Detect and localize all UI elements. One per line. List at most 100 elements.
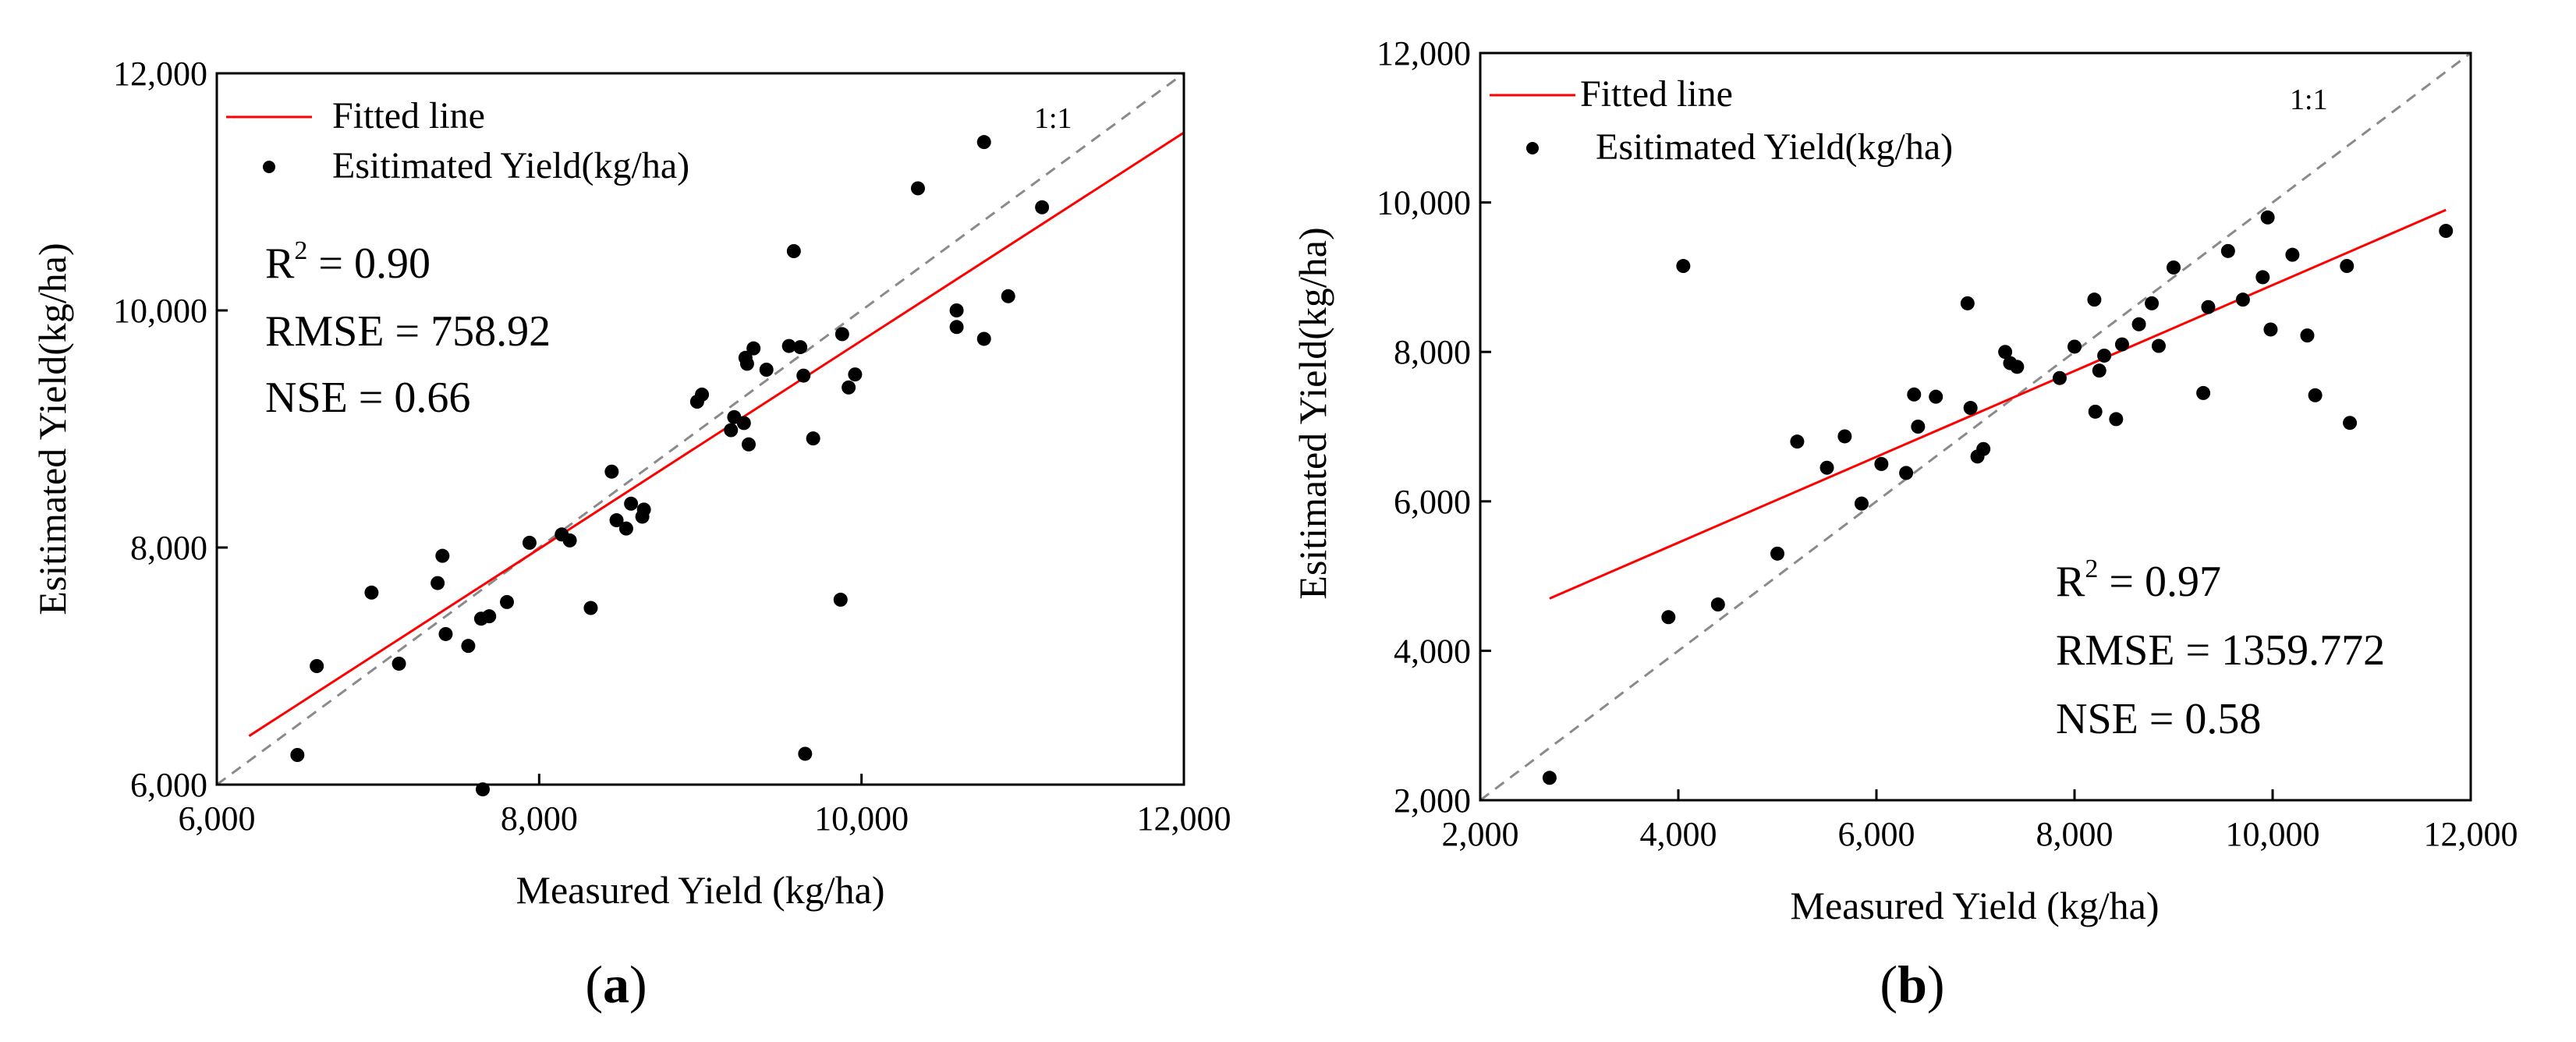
legend-point-swatch-b: [1526, 142, 1539, 154]
data-point: [842, 380, 856, 395]
data-point: [1899, 466, 1914, 480]
data-point: [609, 513, 624, 528]
y-tick-label: 6,000: [130, 766, 207, 804]
data-point: [636, 502, 651, 517]
data-point: [500, 594, 514, 609]
data-point: [2151, 338, 2166, 353]
x-tick-label: 2,000: [1442, 815, 1519, 853]
one-to-one-label-b: 1:1: [2290, 83, 2328, 116]
fitted-line-path: [1549, 208, 2447, 600]
r2-label-b: R: [2056, 558, 2085, 606]
axis-ticks-a: 6,000 8,000 10,000 12,000 6,000 8,000 10,000 12…: [113, 55, 1231, 838]
data-point: [522, 535, 537, 550]
data-point: [2308, 388, 2323, 402]
x-tick-label: 10,000: [2226, 815, 2320, 853]
legend-point-swatch-a: [263, 161, 275, 173]
data-point: [739, 356, 754, 371]
data-point: [1998, 345, 2013, 360]
data-point: [1710, 597, 1725, 612]
data-point: [1911, 420, 1926, 434]
panel-letter-a: a: [603, 955, 629, 1014]
data-point: [2114, 337, 2129, 352]
data-point: [2263, 322, 2278, 337]
fitted-line-path: [248, 131, 1185, 737]
scatter-points-b: [1542, 210, 2454, 785]
nse-stat-b: NSE = 0.58: [2056, 695, 2261, 743]
r2-value-a: = 0.90: [307, 239, 431, 288]
rmse-stat-a: RMSE = 758.92: [265, 307, 551, 356]
panel-letter-b: b: [1897, 955, 1927, 1014]
x-axis-label-a: Measured Yield (kg/ha): [516, 868, 885, 912]
data-point: [2300, 328, 2315, 343]
one-to-one-dash: [1479, 51, 2471, 802]
data-point: [848, 367, 863, 382]
x-tick-label: 12,000: [2424, 815, 2518, 853]
data-point: [759, 363, 774, 377]
x-tick-label: 10,000: [814, 799, 909, 838]
data-point: [834, 327, 849, 342]
y-tick-label: 12,000: [113, 55, 207, 93]
data-point: [1542, 771, 1557, 785]
data-point: [724, 423, 739, 438]
data-point: [604, 464, 619, 479]
data-point: [746, 341, 761, 356]
plot-frame-a: [215, 72, 1185, 786]
x-tick-label: 8,000: [501, 799, 578, 838]
r2-stat-a: R2 = 0.90: [265, 236, 431, 288]
data-point: [1035, 200, 1050, 214]
data-point: [2087, 292, 2102, 307]
legend-points-b: Esitimated Yield(kg/ha): [1596, 126, 1953, 168]
data-point: [976, 135, 991, 150]
data-point: [2343, 416, 2358, 431]
data-point: [1907, 387, 1922, 402]
data-point: [793, 340, 808, 355]
fitted-line-a: [248, 131, 1185, 737]
data-point: [2220, 243, 2235, 258]
data-point: [2196, 385, 2211, 400]
data-point: [2285, 247, 2300, 262]
panel-label-b: (b): [1880, 955, 1944, 1014]
one-to-one-line-a: [216, 72, 1185, 786]
y-axis-label-b: Esitimated Yield(kg/ha): [1291, 227, 1334, 599]
r2-value-b: = 0.97: [2098, 558, 2221, 606]
data-point: [911, 181, 925, 196]
y-tick-label: 2,000: [1394, 782, 1471, 820]
legend-points-a: Esitimated Yield(kg/ha): [332, 145, 689, 186]
one-to-one-line-b: [1479, 51, 2471, 802]
data-point: [833, 592, 848, 607]
r2-superscript-b: 2: [2085, 555, 2098, 583]
data-point: [1676, 259, 1691, 274]
axis-ticks-b: 2,000 4,000 6,000 8,000 10,000 12,000 2,000 4,0…: [1377, 34, 2518, 853]
r2-stat-b: R2 = 0.97: [2056, 555, 2221, 606]
data-point: [1976, 441, 1991, 456]
data-point: [2097, 348, 2112, 363]
nse-stat-a: NSE = 0.66: [265, 374, 470, 422]
panel-a: 6,000 8,000 10,000 12,000 6,000 8,000 10,000 12…: [30, 55, 1231, 1014]
data-point: [1960, 296, 1975, 310]
r2-label-a: R: [265, 239, 295, 288]
panel-label-a: (a): [585, 955, 647, 1014]
data-point: [2068, 339, 2082, 354]
data-point: [476, 782, 490, 797]
data-point: [781, 338, 796, 353]
rmse-stat-b: RMSE = 1359.772: [2056, 626, 2385, 675]
data-point: [2439, 224, 2454, 239]
data-point: [2052, 370, 2067, 385]
data-point: [364, 585, 379, 600]
plot-frame-b: [1479, 51, 2472, 802]
data-point: [2131, 317, 2146, 331]
data-point: [1770, 546, 1784, 561]
data-point: [742, 437, 756, 452]
x-tick-label: 4,000: [1640, 815, 1717, 853]
data-point: [431, 576, 445, 590]
data-point: [786, 244, 801, 258]
data-point: [695, 387, 710, 402]
panel-b: 2,000 4,000 6,000 8,000 10,000 12,000 2,000 4,0…: [1291, 34, 2518, 1014]
y-tick-label: 8,000: [130, 529, 207, 567]
data-point: [435, 548, 450, 563]
data-point: [1790, 434, 1805, 449]
legend-a: Fitted line Esitimated Yield(kg/ha): [226, 95, 689, 186]
legend-fitted-line-a: Fitted line: [332, 95, 485, 136]
data-point: [2201, 299, 2216, 314]
